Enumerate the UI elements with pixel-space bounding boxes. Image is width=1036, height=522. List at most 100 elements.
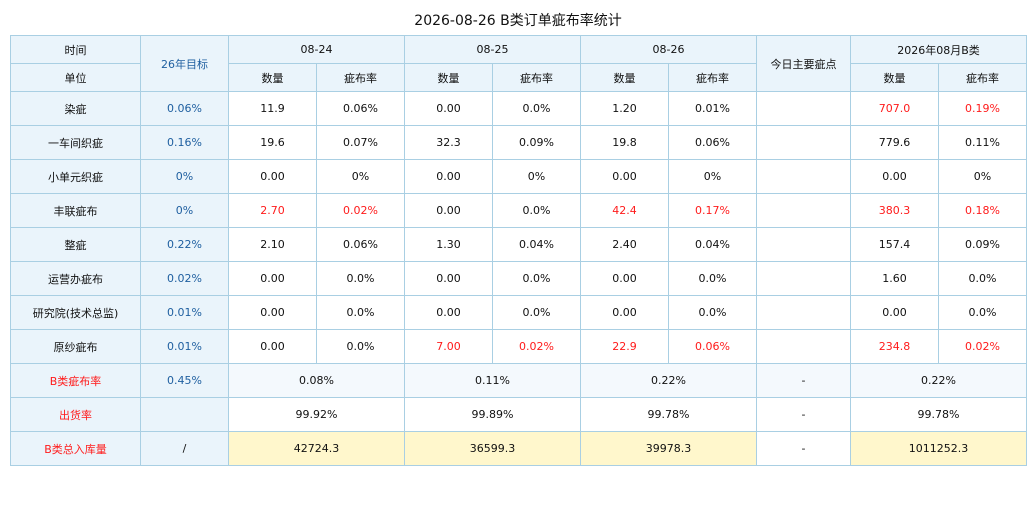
today-defect-cell: [756, 159, 851, 194]
month-rate-cell: 0.18%: [938, 193, 1027, 228]
summary-month-cell: 1011252.3: [850, 431, 1027, 466]
time-label: 时间: [10, 35, 141, 64]
qty-cell: 0.00: [580, 295, 669, 330]
qty-header: 数量: [228, 63, 317, 92]
summary-month-cell: 0.22%: [850, 363, 1027, 398]
rate-cell: 0.0%: [316, 329, 405, 364]
target-value: 0%: [140, 159, 229, 194]
month-qty-cell: 779.6: [850, 125, 939, 160]
date-header-2: 08-25: [404, 35, 581, 64]
target-value: 0.22%: [140, 227, 229, 262]
qty-header: 数量: [580, 63, 669, 92]
rate-cell: 0%: [668, 159, 757, 194]
rate-cell: 0.02%: [316, 193, 405, 228]
month-qty-cell: 0.00: [850, 295, 939, 330]
qty-cell: 2.40: [580, 227, 669, 262]
today-defect-cell: [756, 227, 851, 262]
rate-cell: 0.04%: [492, 227, 581, 262]
rate-cell: 0.04%: [668, 227, 757, 262]
qty-cell: 1.20: [580, 91, 669, 126]
qty-cell: 0.00: [228, 159, 317, 194]
month-qty-cell: 234.8: [850, 329, 939, 364]
today-defect-cell: -: [756, 363, 851, 398]
rate-header: 疵布率: [938, 63, 1027, 92]
summary-row-inventory: B类总入库量 / 42724.3 36599.3 39978.3 - 10112…: [10, 431, 1027, 466]
rate-cell: 0.0%: [316, 295, 405, 330]
date-header-1: 08-24: [228, 35, 405, 64]
qty-cell: 0.00: [404, 159, 493, 194]
qty-cell: 19.8: [580, 125, 669, 160]
month-rate-cell: 0%: [938, 159, 1027, 194]
rate-cell: 0.07%: [316, 125, 405, 160]
rate-cell: 0.06%: [668, 125, 757, 160]
month-rate-cell: 0.02%: [938, 329, 1027, 364]
rate-cell: 0.17%: [668, 193, 757, 228]
unit-name: 丰联疵布: [10, 193, 141, 228]
summary-cell: 99.89%: [404, 397, 581, 432]
month-qty-cell: 157.4: [850, 227, 939, 262]
summary-cell: 42724.3: [228, 431, 405, 466]
summary-label: B类总入库量: [10, 431, 141, 466]
unit-name: 原纱疵布: [10, 329, 141, 364]
target-header: 26年目标: [140, 35, 229, 92]
month-rate-cell: 0.11%: [938, 125, 1027, 160]
summary-row-ship-rate: 出货率 99.92% 99.89% 99.78% - 99.78%: [10, 397, 1027, 432]
table-row: 研究院(技术总监) 0.01% 0.00 0.0% 0.00 0.0% 0.00…: [10, 295, 1027, 330]
target-value: [140, 397, 229, 432]
rate-cell: 0.09%: [492, 125, 581, 160]
summary-cell: 39978.3: [580, 431, 757, 466]
qty-cell: 0.00: [580, 159, 669, 194]
today-defect-cell: -: [756, 397, 851, 432]
qty-cell: 0.00: [228, 329, 317, 364]
unit-name: 整疵: [10, 227, 141, 262]
target-value: 0.02%: [140, 261, 229, 296]
rate-cell: 0.02%: [492, 329, 581, 364]
month-header: 2026年08月B类: [850, 35, 1027, 64]
rate-header: 疵布率: [316, 63, 405, 92]
table-row: 运营办疵布 0.02% 0.00 0.0% 0.00 0.0% 0.00 0.0…: [10, 261, 1027, 296]
target-value: 0.45%: [140, 363, 229, 398]
rate-cell: 0.0%: [492, 261, 581, 296]
today-defect-cell: [756, 91, 851, 126]
rate-cell: 0.06%: [316, 91, 405, 126]
month-rate-cell: 0.09%: [938, 227, 1027, 262]
qty-cell: 0.00: [404, 193, 493, 228]
rate-cell: 0.0%: [492, 91, 581, 126]
target-value: 0.01%: [140, 295, 229, 330]
qty-header: 数量: [850, 63, 939, 92]
header-row-1: 时间 26年目标 08-24 08-25 08-26 今日主要疵点 2026年0…: [10, 35, 1027, 92]
today-defect-cell: [756, 261, 851, 296]
qty-cell: 11.9: [228, 91, 317, 126]
summary-label: B类疵布率: [10, 363, 141, 398]
month-rate-cell: 0.0%: [938, 295, 1027, 330]
qty-cell: 0.00: [404, 295, 493, 330]
qty-cell: 19.6: [228, 125, 317, 160]
target-value: 0.01%: [140, 329, 229, 364]
table-row: 整疵 0.22% 2.10 0.06% 1.30 0.04% 2.40 0.04…: [10, 227, 1027, 262]
rate-header: 疵布率: [668, 63, 757, 92]
table-row: 染疵 0.06% 11.9 0.06% 0.00 0.0% 1.20 0.01%…: [10, 91, 1027, 126]
target-value: /: [140, 431, 229, 466]
qty-cell: 2.70: [228, 193, 317, 228]
qty-header: 数量: [404, 63, 493, 92]
table-row: 原纱疵布 0.01% 0.00 0.0% 7.00 0.02% 22.9 0.0…: [10, 329, 1027, 364]
rate-cell: 0.01%: [668, 91, 757, 126]
table-row: 丰联疵布 0% 2.70 0.02% 0.00 0.0% 42.4 0.17% …: [10, 193, 1027, 228]
rate-cell: 0%: [492, 159, 581, 194]
defect-rate-table: 时间 26年目标 08-24 08-25 08-26 今日主要疵点 2026年0…: [10, 35, 1027, 466]
month-qty-cell: 380.3: [850, 193, 939, 228]
summary-cell: 0.08%: [228, 363, 405, 398]
unit-name: 一车间织疵: [10, 125, 141, 160]
qty-cell: 0.00: [404, 91, 493, 126]
month-rate-cell: 0.0%: [938, 261, 1027, 296]
summary-cell: 0.11%: [404, 363, 581, 398]
qty-cell: 7.00: [404, 329, 493, 364]
qty-cell: 2.10: [228, 227, 317, 262]
table-row: 一车间织疵 0.16% 19.6 0.07% 32.3 0.09% 19.8 0…: [10, 125, 1027, 160]
month-qty-cell: 707.0: [850, 91, 939, 126]
today-defect-cell: [756, 125, 851, 160]
target-value: 0.16%: [140, 125, 229, 160]
rate-cell: 0.06%: [316, 227, 405, 262]
summary-cell: 0.22%: [580, 363, 757, 398]
qty-cell: 0.00: [228, 295, 317, 330]
